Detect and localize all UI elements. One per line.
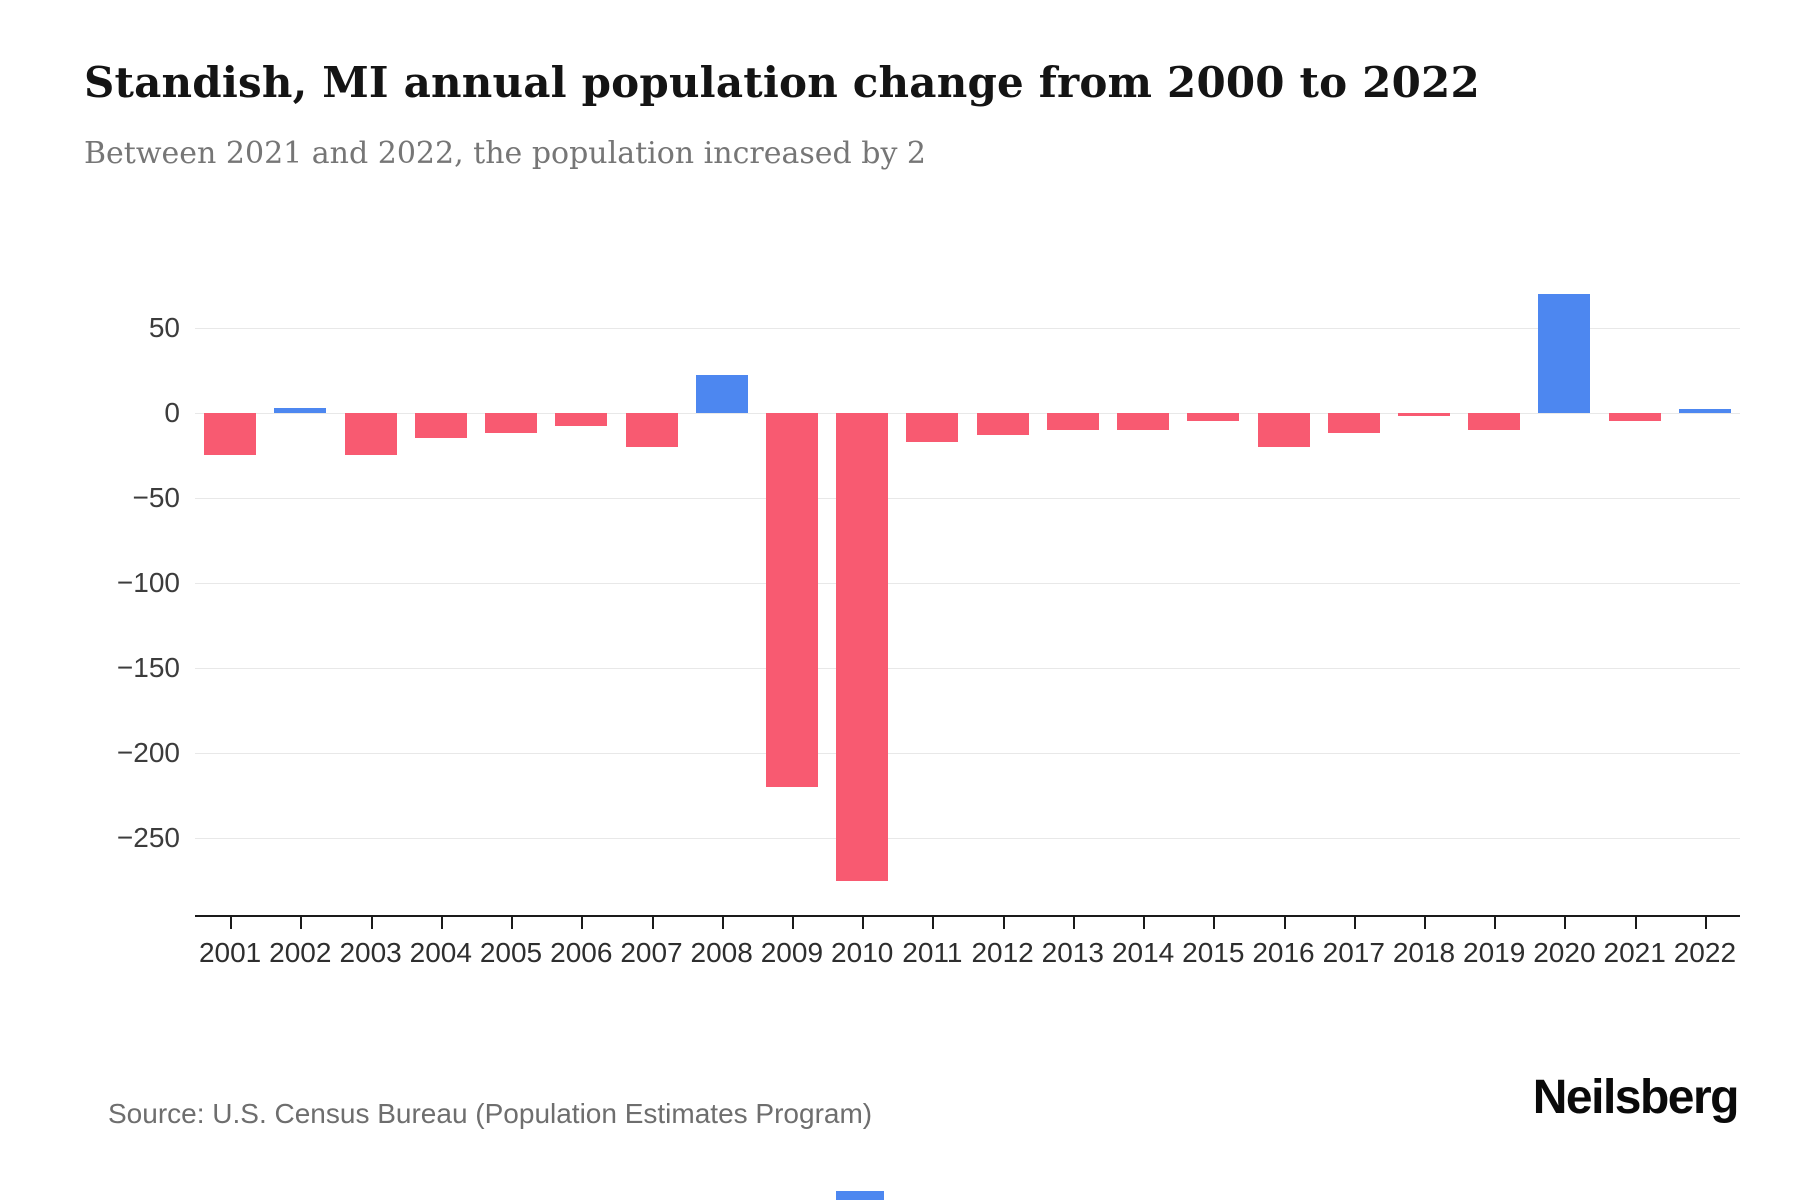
x-tick-2022: [1704, 915, 1707, 929]
bar-2012[interactable]: [976, 412, 1029, 435]
x-axis-label-2009: 2009: [760, 937, 824, 968]
y-axis-label--250: −250: [116, 822, 180, 854]
x-tick-2017: [1353, 915, 1356, 929]
x-axis-label-2012: 2012: [971, 937, 1034, 968]
bar-2002[interactable]: [274, 407, 327, 413]
chart-title: Standish, MI annual population change fr…: [84, 58, 1480, 107]
brand-logo: Neilsberg: [1532, 1071, 1740, 1124]
x-tick-2018: [1424, 915, 1426, 929]
bar-2018[interactable]: [1398, 412, 1450, 417]
x-tick-2021: [1634, 915, 1637, 929]
x-axis-label-2008: 2008: [690, 937, 753, 968]
gridline-y--200: [195, 753, 1740, 755]
bar-2004[interactable]: [414, 412, 467, 439]
x-tick-2009: [791, 915, 794, 929]
bar-2011[interactable]: [906, 412, 959, 442]
gridline-y-0: [195, 412, 1740, 414]
x-tick-2019: [1494, 915, 1497, 929]
gridline-y--100: [195, 583, 1740, 584]
x-tick-2016: [1283, 915, 1286, 929]
y-axis-label--150: −150: [116, 652, 180, 684]
x-tick-2005: [511, 915, 513, 929]
x-tick-2011: [932, 915, 935, 929]
bar-2006[interactable]: [555, 412, 608, 427]
bar-2021[interactable]: [1608, 412, 1661, 422]
x-axis-label-2017: 2017: [1322, 937, 1385, 968]
x-tick-2015: [1213, 915, 1216, 929]
x-tick-2003: [370, 915, 373, 929]
gridline-y--250: [195, 838, 1740, 840]
x-axis-label-2018: 2018: [1392, 937, 1456, 968]
x-tick-2010: [862, 915, 865, 929]
bar-2003[interactable]: [344, 412, 397, 456]
x-tick-2001: [230, 915, 233, 929]
bar-2005[interactable]: [485, 412, 537, 434]
x-axis-line: [195, 915, 1740, 917]
x-axis-label-2010: 2010: [831, 937, 894, 968]
bar-2008[interactable]: [695, 375, 748, 413]
x-axis-label-2001: 2001: [198, 937, 262, 968]
x-axis-label-2021: 2021: [1603, 937, 1666, 968]
x-tick-2013: [1072, 915, 1075, 929]
bar-2015[interactable]: [1187, 412, 1240, 422]
x-axis-label-2011: 2011: [902, 937, 963, 968]
x-axis-label-2016: 2016: [1252, 937, 1315, 968]
bar-2016[interactable]: [1257, 412, 1310, 447]
x-axis-label-2013: 2013: [1041, 937, 1104, 968]
bar-2009[interactable]: [765, 412, 818, 788]
x-tick-2014: [1143, 915, 1146, 929]
x-axis-label-2004: 2004: [409, 937, 472, 968]
y-axis-label-50: 50: [148, 311, 180, 343]
bar-2014[interactable]: [1117, 412, 1170, 430]
x-axis-label-2019: 2019: [1463, 937, 1526, 968]
bar-2007[interactable]: [625, 412, 678, 447]
x-tick-2008: [721, 915, 724, 929]
x-axis-label-2022: 2022: [1673, 937, 1737, 968]
gridline-y--150: [195, 668, 1740, 670]
x-tick-2004: [440, 915, 443, 929]
bar-2020[interactable]: [1538, 293, 1591, 413]
gridline-y--50: [195, 497, 1740, 499]
bar-2017[interactable]: [1327, 412, 1380, 434]
x-tick-2006: [581, 915, 584, 929]
x-axis-label-2002: 2002: [269, 937, 332, 968]
x-axis-label-2020: 2020: [1533, 937, 1596, 968]
chart-subtitle: Between 2021 and 2022, the population in…: [84, 136, 927, 171]
bottom-blue-strip: [836, 1191, 884, 1200]
x-tick-2007: [651, 915, 654, 929]
x-axis-label-2003: 2003: [339, 937, 402, 968]
x-tick-2020: [1564, 915, 1567, 929]
bar-2010[interactable]: [836, 412, 889, 881]
x-tick-2012: [1002, 915, 1005, 929]
y-axis-label--200: −200: [116, 737, 180, 769]
x-tick-2002: [300, 915, 303, 929]
bar-2001[interactable]: [204, 412, 257, 456]
x-axis-label-2006: 2006: [550, 937, 613, 968]
x-axis-label-2007: 2007: [620, 937, 683, 968]
x-axis-label-2015: 2015: [1182, 937, 1245, 968]
bar-2013[interactable]: [1046, 412, 1099, 430]
gridline-y-50: [195, 327, 1740, 329]
y-axis-label-0: 0: [164, 396, 180, 428]
source-note: Source: U.S. Census Bureau (Population E…: [108, 1098, 873, 1129]
x-axis-label-2005: 2005: [479, 937, 543, 968]
bar-2022[interactable]: [1678, 409, 1731, 413]
x-axis-label-2014: 2014: [1111, 937, 1175, 968]
bar-2019[interactable]: [1468, 412, 1521, 430]
y-axis-label--100: −100: [116, 567, 180, 598]
y-axis-label--50: −50: [132, 481, 181, 513]
